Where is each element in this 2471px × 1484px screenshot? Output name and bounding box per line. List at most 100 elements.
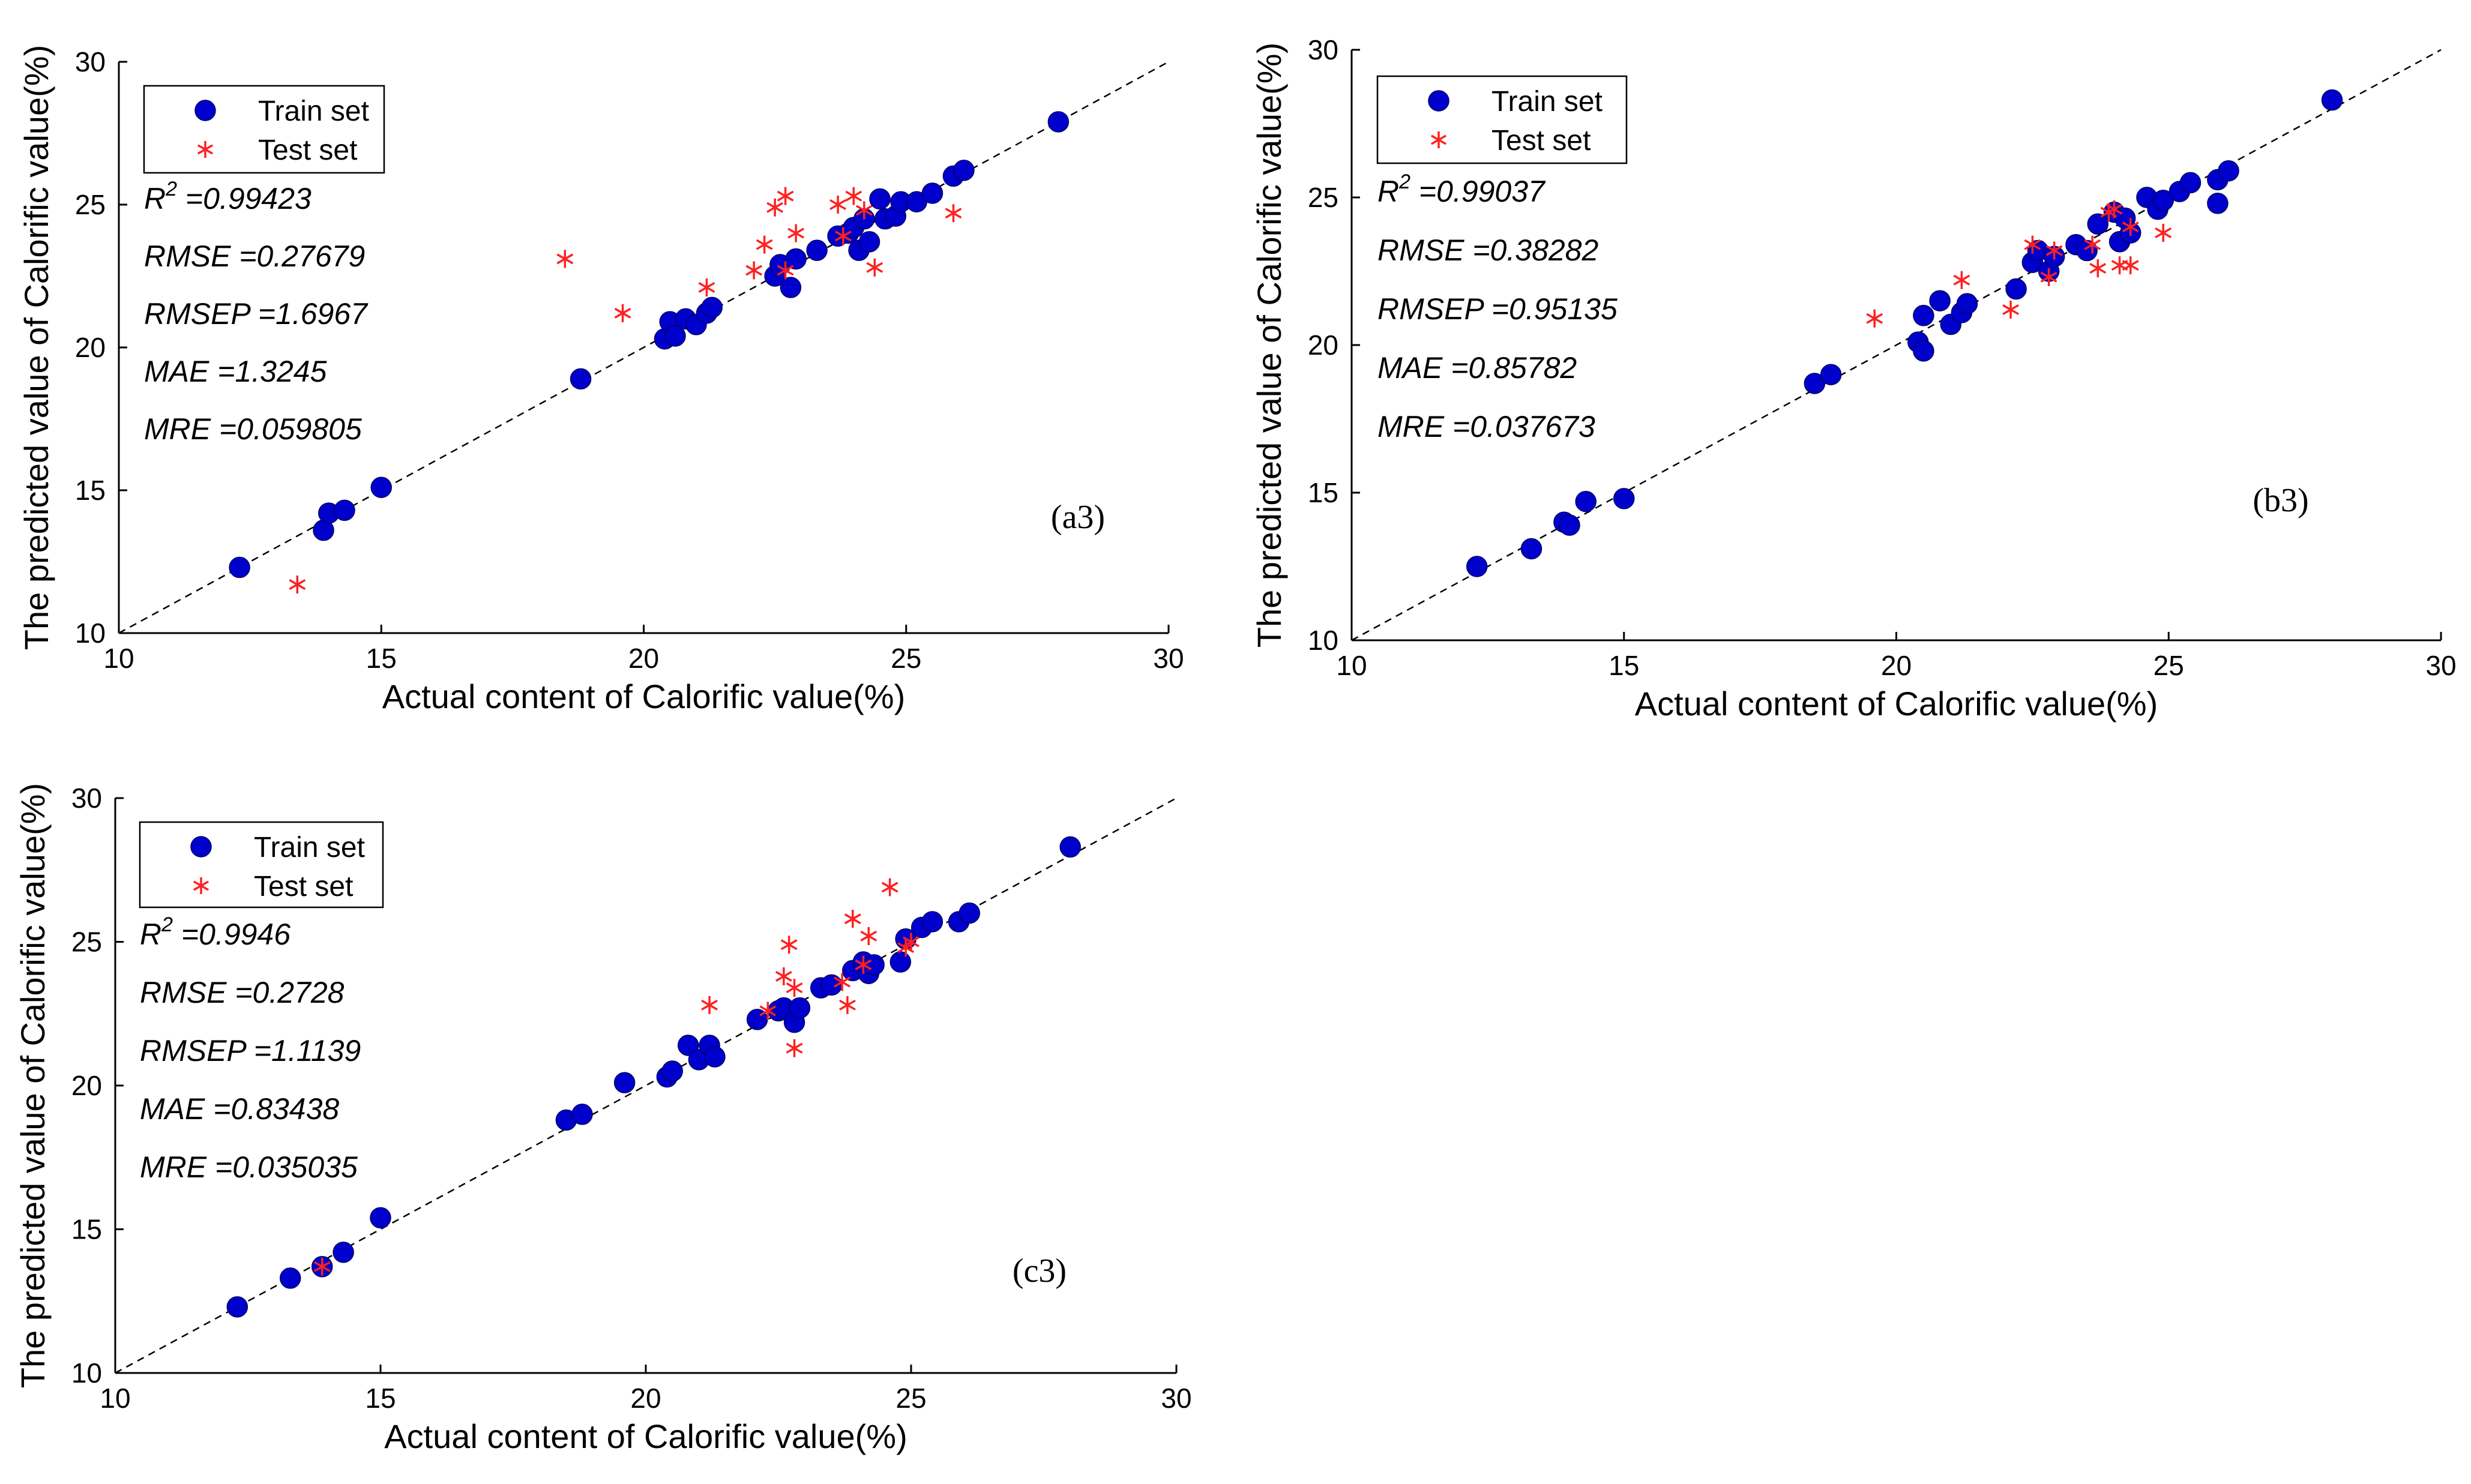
stat-label: MRE bbox=[144, 412, 211, 446]
stat-value: =1.3245 bbox=[209, 355, 327, 388]
stat-r: R2 =0.99423 bbox=[144, 178, 312, 215]
test-point bbox=[614, 304, 631, 322]
train-point bbox=[863, 954, 885, 976]
test-point bbox=[289, 575, 306, 594]
y-tick-label: 25 bbox=[75, 189, 106, 220]
test-point bbox=[777, 261, 794, 280]
stat-label: MRE bbox=[1377, 410, 1445, 443]
test-point bbox=[777, 187, 794, 205]
stat-value: =0.99423 bbox=[177, 182, 312, 215]
train-point bbox=[858, 231, 880, 253]
y-tick-label: 25 bbox=[1308, 182, 1338, 213]
stat-value: =0.27679 bbox=[230, 239, 365, 273]
x-axis-title: Actual content of Calorific value(%) bbox=[382, 677, 906, 715]
scatter-plot-a3: 10 15 20 25 30 10 15 20 25 30 Actual content of Ca… bbox=[17, 45, 1184, 715]
test-point bbox=[698, 278, 715, 297]
test-point bbox=[838, 996, 856, 1014]
test-point bbox=[2084, 235, 2101, 254]
legend-train-label: Train set bbox=[258, 95, 369, 127]
x-tick-label: 15 bbox=[366, 643, 397, 674]
test-point bbox=[756, 235, 773, 254]
train-point bbox=[1047, 111, 1070, 133]
stat-superscript: 2 bbox=[1398, 170, 1410, 193]
train-point bbox=[1929, 290, 1951, 311]
train-point bbox=[1913, 305, 1934, 326]
train-point bbox=[333, 1242, 354, 1263]
x-tick-label: 15 bbox=[365, 1383, 396, 1414]
legend-test-marker bbox=[1430, 131, 1447, 148]
train-point bbox=[2005, 278, 2027, 300]
train-point bbox=[1520, 538, 1542, 560]
test-point bbox=[1953, 271, 1970, 289]
y-tick-label: 15 bbox=[1308, 477, 1338, 508]
test-point bbox=[313, 1257, 331, 1276]
stat-label: R bbox=[1377, 175, 1399, 208]
train-point bbox=[785, 248, 807, 270]
test-point bbox=[855, 201, 873, 220]
train-point bbox=[1575, 491, 1597, 512]
stat-rmsep: RMSEP =1.1139 bbox=[140, 1034, 361, 1068]
stat-rmse: RMSE =0.38282 bbox=[1377, 233, 1598, 267]
y-axis-title: The predicted value of Calorific value(%… bbox=[17, 45, 55, 650]
test-point bbox=[745, 261, 763, 280]
test-point bbox=[2089, 259, 2107, 278]
test-point bbox=[2155, 224, 2172, 242]
stat-value: =1.1139 bbox=[245, 1034, 361, 1068]
stat-value: =0.99037 bbox=[1410, 175, 1546, 208]
test-point bbox=[2111, 256, 2128, 275]
train-point bbox=[1559, 514, 1580, 536]
train-point bbox=[229, 556, 250, 578]
legend-test-marker bbox=[197, 141, 214, 158]
stat-value: =0.85782 bbox=[1442, 351, 1577, 385]
test-point bbox=[834, 973, 851, 991]
x-tick-label: 10 bbox=[100, 1383, 130, 1414]
x-tick-label: 25 bbox=[895, 1383, 926, 1414]
x-axis-title: Actual content of Calorific value(%) bbox=[384, 1417, 907, 1455]
y-tick-label: 20 bbox=[1308, 329, 1338, 361]
stat-value: =0.059805 bbox=[211, 412, 362, 446]
stat-label: MRE bbox=[140, 1150, 207, 1184]
legend: Train set Test set bbox=[139, 821, 384, 909]
test-point bbox=[845, 187, 862, 205]
y-tick-label: 30 bbox=[75, 46, 106, 77]
stat-rmsep: RMSEP =1.6967 bbox=[144, 297, 369, 331]
train-point bbox=[677, 1035, 699, 1056]
legend-train-label: Train set bbox=[1491, 86, 1603, 118]
train-point bbox=[370, 476, 392, 498]
y-tick-label: 10 bbox=[71, 1357, 102, 1389]
train-point bbox=[1466, 556, 1488, 577]
test-point bbox=[945, 204, 962, 223]
train-point bbox=[921, 182, 944, 204]
train-point bbox=[334, 499, 355, 521]
train-point bbox=[1820, 364, 1842, 385]
legend-box bbox=[143, 85, 385, 174]
stat-value: =0.035035 bbox=[206, 1150, 358, 1184]
stat-label: RMSEP bbox=[1377, 292, 1484, 326]
train-point bbox=[1613, 488, 1635, 509]
x-tick-label: 20 bbox=[630, 1383, 661, 1414]
train-point bbox=[2087, 213, 2109, 235]
reference-line bbox=[118, 61, 1169, 634]
x-tick-label: 25 bbox=[891, 643, 921, 674]
stat-rmse: RMSE =0.2728 bbox=[140, 976, 345, 1009]
x-tick-label: 30 bbox=[1161, 1383, 1191, 1414]
legend-test-marker bbox=[193, 877, 209, 894]
test-point bbox=[881, 878, 898, 897]
train-point bbox=[806, 239, 828, 261]
stat-value: =0.95135 bbox=[1483, 292, 1618, 326]
train-point bbox=[780, 277, 802, 298]
stat-value: =1.6967 bbox=[250, 297, 369, 331]
train-point bbox=[789, 997, 811, 1019]
stat-label: R bbox=[140, 918, 161, 951]
test-point bbox=[787, 224, 805, 242]
test-point bbox=[701, 996, 718, 1014]
panel-label: (b3) bbox=[2253, 482, 2308, 519]
legend: Train set Test set bbox=[1376, 75, 1628, 164]
y-axis-title: The predicted value of Calorific value(%… bbox=[1250, 43, 1288, 647]
y-tick-label: 25 bbox=[71, 927, 102, 958]
test-point bbox=[844, 910, 861, 928]
legend-train-marker bbox=[194, 100, 216, 121]
stat-mre: MRE =0.037673 bbox=[1377, 410, 1595, 443]
legend-train-marker bbox=[190, 836, 212, 858]
